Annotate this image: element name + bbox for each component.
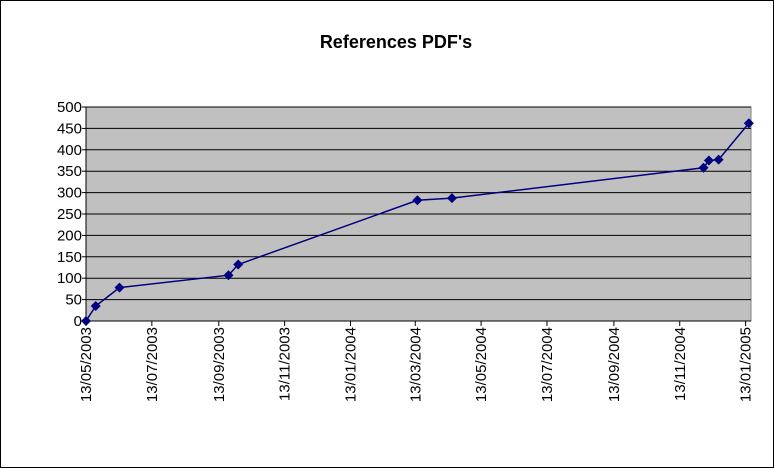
x-tick-label: 13/07/2003 (144, 327, 161, 402)
x-tick-label: 13/01/2004 (342, 327, 359, 402)
y-tick-label: 450 (57, 120, 82, 137)
x-tick-label: 13/03/2004 (407, 327, 424, 402)
y-tick-label: 150 (57, 249, 82, 266)
data-point (223, 270, 234, 281)
y-tick-label: 300 (57, 185, 82, 202)
x-tick-label: 13/01/2005 (738, 327, 755, 402)
data-point (698, 162, 709, 173)
y-tick-label: 400 (57, 142, 82, 159)
y-tick-label: 100 (57, 270, 82, 287)
data-point (81, 316, 91, 326)
data-point (743, 118, 754, 129)
y-tick-label: 50 (65, 292, 82, 309)
data-point (713, 154, 724, 165)
y-tick-label: 500 (57, 99, 82, 116)
data-point (114, 282, 125, 293)
y-tick-label: 250 (57, 206, 82, 223)
data-point (446, 193, 457, 204)
chart-title: References PDF's (320, 32, 472, 52)
data-point (90, 301, 101, 312)
x-tick-label: 13/07/2004 (539, 327, 556, 402)
data-point (233, 259, 244, 270)
x-tick-label: 13/09/2004 (606, 327, 623, 402)
y-tick-label: 0 (74, 313, 82, 330)
x-tick-label: 13/09/2003 (211, 327, 228, 402)
y-tick-label: 200 (57, 227, 82, 244)
x-tick-label: 13/11/2004 (672, 327, 689, 401)
x-tick-label: 13/11/2003 (277, 327, 294, 401)
data-point (412, 195, 423, 206)
data-point (703, 155, 714, 166)
x-tick-label: 13/05/2003 (78, 327, 95, 402)
x-tick-label: 13/05/2004 (473, 327, 490, 402)
y-tick-label: 350 (57, 163, 82, 180)
